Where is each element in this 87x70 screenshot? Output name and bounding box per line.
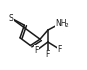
Text: F: F bbox=[46, 50, 50, 59]
Text: F: F bbox=[57, 45, 61, 53]
Text: F: F bbox=[34, 46, 39, 55]
Text: 2: 2 bbox=[65, 23, 68, 28]
Text: NH: NH bbox=[55, 19, 67, 28]
Text: S: S bbox=[9, 14, 14, 23]
